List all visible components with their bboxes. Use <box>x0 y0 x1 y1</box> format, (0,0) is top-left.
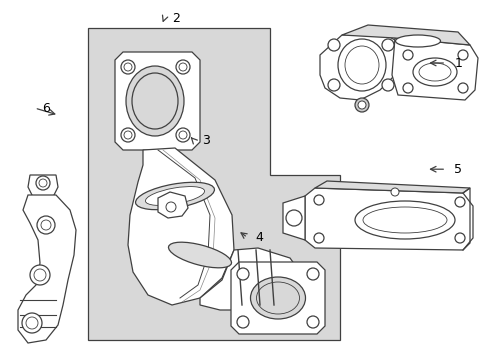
Circle shape <box>382 39 394 51</box>
Circle shape <box>286 210 302 226</box>
Circle shape <box>237 316 249 328</box>
Ellipse shape <box>256 282 299 314</box>
Text: 5: 5 <box>454 163 462 176</box>
Circle shape <box>455 233 465 243</box>
Ellipse shape <box>169 242 231 268</box>
Circle shape <box>391 188 399 196</box>
Polygon shape <box>115 52 200 150</box>
Polygon shape <box>315 181 470 193</box>
Circle shape <box>328 79 340 91</box>
Circle shape <box>121 60 135 74</box>
Circle shape <box>121 128 135 142</box>
Circle shape <box>382 79 394 91</box>
Circle shape <box>355 98 369 112</box>
Circle shape <box>403 83 413 93</box>
Polygon shape <box>342 25 470 45</box>
Circle shape <box>124 131 132 139</box>
Circle shape <box>307 316 319 328</box>
Ellipse shape <box>355 201 455 239</box>
Circle shape <box>39 179 47 187</box>
Circle shape <box>26 317 38 329</box>
Ellipse shape <box>126 66 184 136</box>
Ellipse shape <box>132 73 178 129</box>
Circle shape <box>455 197 465 207</box>
Circle shape <box>458 50 468 60</box>
Circle shape <box>30 265 50 285</box>
Text: 1: 1 <box>454 57 462 69</box>
Circle shape <box>403 50 413 60</box>
Ellipse shape <box>338 39 386 91</box>
Circle shape <box>358 101 366 109</box>
Circle shape <box>328 39 340 51</box>
Circle shape <box>179 131 187 139</box>
Circle shape <box>237 268 249 280</box>
Ellipse shape <box>419 63 451 81</box>
Circle shape <box>36 176 50 190</box>
Ellipse shape <box>345 46 379 84</box>
Circle shape <box>458 83 468 93</box>
Circle shape <box>314 195 324 205</box>
Polygon shape <box>392 38 478 100</box>
Polygon shape <box>28 175 58 197</box>
Circle shape <box>124 63 132 71</box>
Polygon shape <box>88 28 340 340</box>
Polygon shape <box>283 196 305 240</box>
Circle shape <box>41 220 51 230</box>
Polygon shape <box>128 148 234 305</box>
Ellipse shape <box>136 182 215 210</box>
Ellipse shape <box>413 58 457 86</box>
Circle shape <box>22 313 42 333</box>
Text: 4: 4 <box>256 231 264 244</box>
Polygon shape <box>158 192 188 218</box>
Circle shape <box>307 268 319 280</box>
Polygon shape <box>200 248 300 310</box>
Circle shape <box>176 60 190 74</box>
Circle shape <box>314 233 324 243</box>
Circle shape <box>37 216 55 234</box>
Circle shape <box>179 63 187 71</box>
Text: 3: 3 <box>202 134 210 147</box>
Ellipse shape <box>395 35 441 47</box>
Polygon shape <box>320 32 400 100</box>
Ellipse shape <box>146 186 205 206</box>
Text: 2: 2 <box>172 12 180 24</box>
Circle shape <box>176 128 190 142</box>
Circle shape <box>34 269 46 281</box>
Ellipse shape <box>363 207 447 233</box>
Polygon shape <box>231 262 325 334</box>
Circle shape <box>166 202 176 212</box>
Polygon shape <box>18 195 76 343</box>
Ellipse shape <box>250 277 305 319</box>
Polygon shape <box>305 188 473 250</box>
Text: 6: 6 <box>43 102 50 114</box>
